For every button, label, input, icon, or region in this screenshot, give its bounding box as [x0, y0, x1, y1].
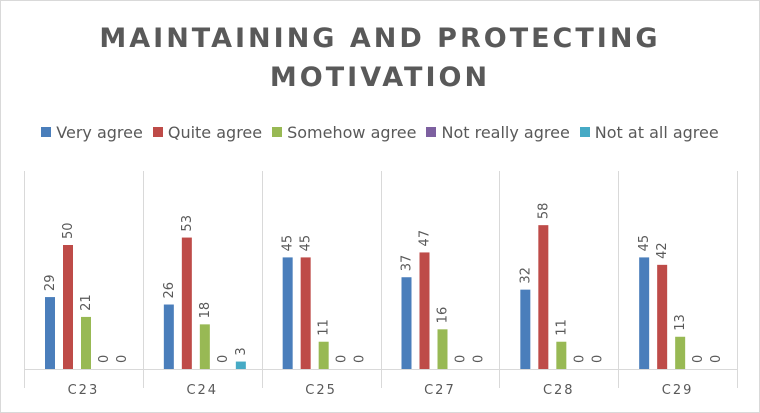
- chart-title: MAINTAINING AND PROTECTING MOTIVATION: [1, 19, 759, 97]
- legend-item-quite-agree: Quite agree: [152, 122, 263, 142]
- data-label-not-at-all-agree-c29: 0: [709, 355, 724, 363]
- bar-very-agree-c25: [282, 257, 293, 369]
- legend-label-very-agree: Very agree: [56, 122, 143, 142]
- legend-item-very-agree: Very agree: [41, 123, 143, 142]
- data-label-very-agree-c25: 45: [281, 235, 296, 252]
- data-label-very-agree-c24: 26: [162, 282, 177, 299]
- bar-not-at-all-agree-c24: [235, 361, 246, 369]
- bar-very-agree-c24: [163, 304, 174, 369]
- data-label-quite-agree-c27: 47: [418, 230, 433, 247]
- x-tick-label-c24: C24: [186, 383, 218, 398]
- legend-swatch-not-at-all-agree: [579, 127, 590, 137]
- bar-quite-agree-c23: [63, 245, 73, 369]
- x-tick-label-c27: C27: [424, 383, 456, 398]
- bar-quite-agree-c25: [300, 257, 311, 369]
- bar-somehow-agree-c28: [556, 341, 567, 369]
- data-label-somehow-agree-c27: 16: [436, 307, 451, 324]
- data-label-somehow-agree-c23: 21: [79, 294, 94, 311]
- data-label-not-at-all-agree-c25: 0: [353, 355, 368, 363]
- bar-somehow-agree-c29: [675, 336, 686, 369]
- data-label-not-at-all-agree-c23: 0: [115, 355, 130, 363]
- data-label-not-at-all-agree-c24: 3: [234, 347, 249, 355]
- bar-very-agree-c28: [520, 289, 531, 369]
- legend-item-not-at-all-agree: Not at all agree: [579, 122, 719, 142]
- bar-quite-agree-c29: [657, 264, 668, 369]
- data-label-quite-agree-c29: 42: [655, 242, 670, 259]
- data-label-very-agree-c23: 29: [43, 275, 58, 292]
- data-label-somehow-agree-c28: 11: [554, 319, 569, 336]
- x-tick-label-c29: C29: [662, 383, 694, 398]
- data-label-not-really-agree-c25: 0: [335, 355, 350, 363]
- bar-somehow-agree-c25: [318, 341, 329, 369]
- legend-label-not-at-all-agree: Not at all agree: [594, 122, 719, 142]
- bar-quite-agree-c24: [181, 237, 192, 369]
- data-label-not-really-agree-c28: 0: [572, 355, 587, 363]
- data-label-very-agree-c29: 45: [637, 235, 652, 252]
- legend-swatch-somehow-agree: [272, 127, 283, 137]
- bar-somehow-agree-c23: [81, 316, 91, 369]
- data-label-somehow-agree-c24: 18: [198, 302, 213, 319]
- data-label-quite-agree-c28: 58: [536, 203, 551, 220]
- legend-swatch-not-really-agree: [426, 127, 437, 137]
- legend-swatch-quite-agree: [152, 127, 163, 137]
- data-label-somehow-agree-c29: 13: [673, 314, 688, 331]
- data-label-not-really-agree-c29: 0: [691, 355, 706, 363]
- legend-swatch-very-agree: [41, 127, 52, 137]
- legend-label-somehow-agree: Somehow agree: [287, 122, 417, 142]
- chart-legend: Very agree Quite agree Somehow agree Not…: [1, 122, 759, 142]
- x-tick-label-c28: C28: [543, 383, 575, 398]
- data-label-not-at-all-agree-c28: 0: [590, 355, 605, 363]
- data-label-quite-agree-c24: 53: [180, 215, 195, 232]
- legend-label-quite-agree: Quite agree: [167, 122, 263, 142]
- legend-item-not-really-agree: Not really agree: [426, 122, 570, 142]
- bar-very-agree-c27: [401, 277, 412, 369]
- data-label-very-agree-c28: 32: [518, 267, 533, 284]
- bar-very-agree-c23: [45, 297, 55, 369]
- data-label-not-really-agree-c27: 0: [454, 355, 469, 363]
- chart-title-line-2: MOTIVATION: [269, 62, 491, 93]
- bar-somehow-agree-c24: [199, 324, 210, 369]
- bar-quite-agree-c27: [419, 252, 430, 369]
- data-label-not-really-agree-c23: 0: [97, 355, 112, 363]
- data-label-somehow-agree-c25: 11: [317, 319, 332, 336]
- bar-quite-agree-c28: [538, 225, 549, 369]
- bar-very-agree-c29: [639, 257, 650, 369]
- data-label-quite-agree-c23: 50: [61, 222, 76, 239]
- data-label-quite-agree-c25: 45: [299, 235, 314, 252]
- x-tick-label-c23: C23: [68, 383, 100, 398]
- data-label-not-at-all-agree-c27: 0: [472, 355, 487, 363]
- data-label-very-agree-c27: 37: [400, 255, 415, 272]
- x-tick-label-c25: C25: [305, 383, 337, 398]
- chart-title-line-1: MAINTAINING AND PROTECTING: [99, 23, 661, 54]
- bar-somehow-agree-c27: [437, 329, 448, 369]
- legend-item-somehow-agree: Somehow agree: [272, 123, 416, 142]
- legend-label-not-really-agree: Not really agree: [441, 122, 570, 142]
- data-label-not-really-agree-c24: 0: [216, 355, 231, 363]
